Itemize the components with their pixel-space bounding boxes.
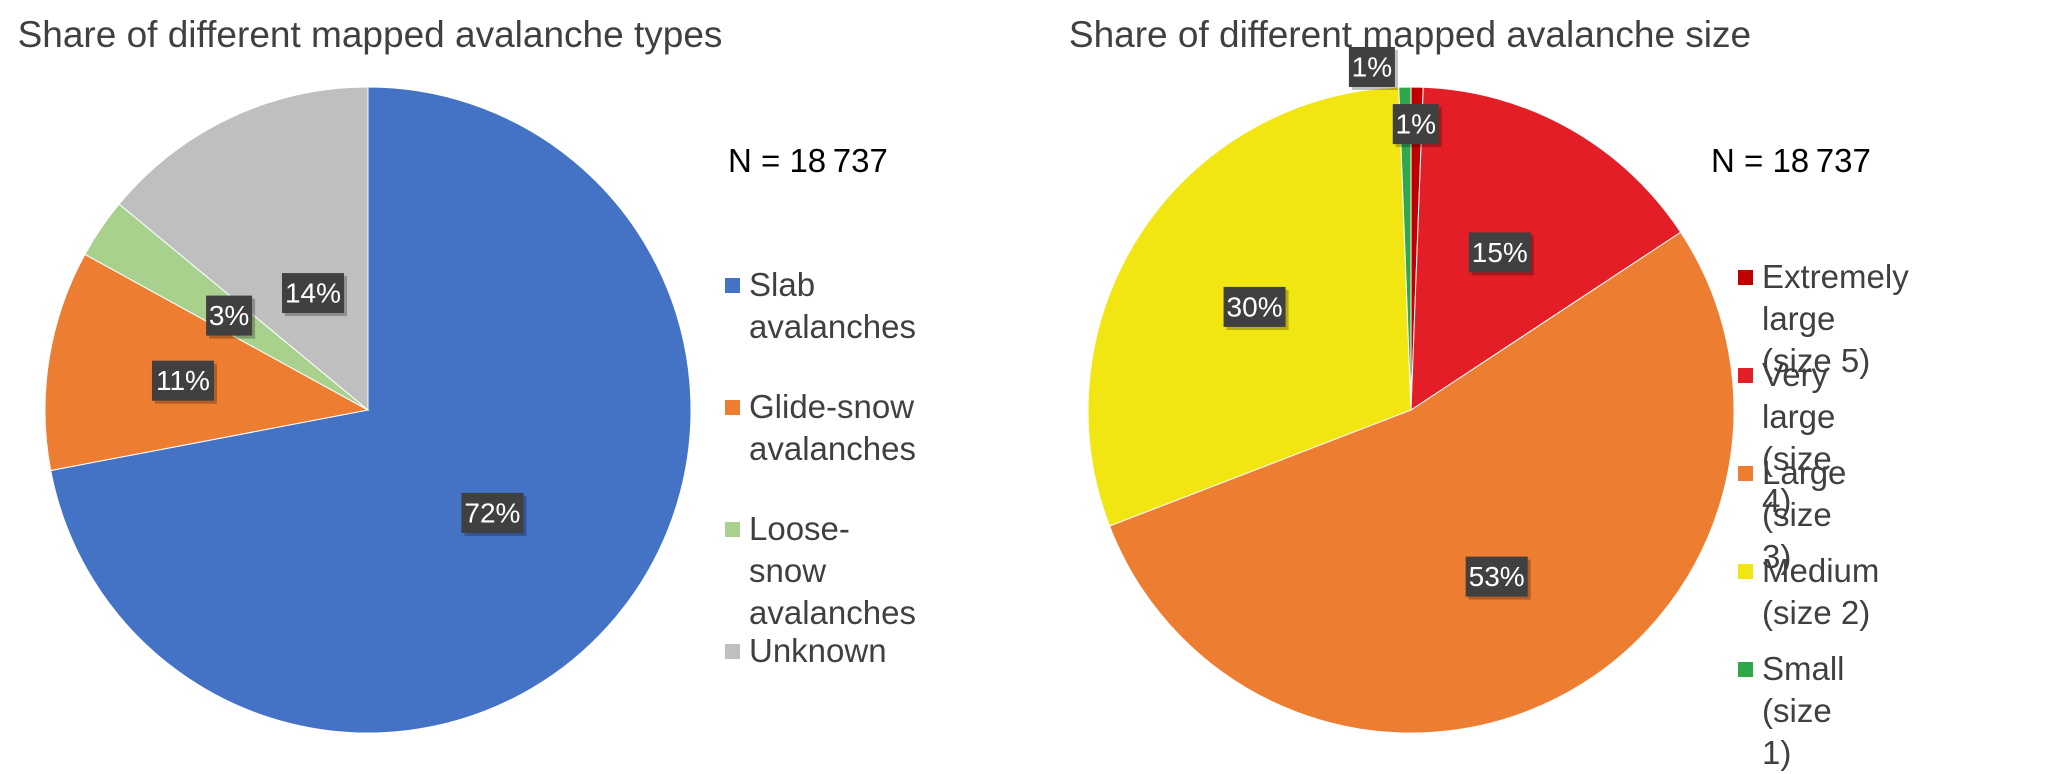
data-label-text: 1% — [1352, 51, 1392, 82]
data-label: 72% — [461, 492, 527, 536]
chart-title: Share of different mapped avalanche type… — [17, 14, 723, 55]
sample-size-label: N = 18 737 — [728, 142, 888, 179]
data-label-box — [1348, 46, 1395, 87]
data-label-box — [1223, 286, 1286, 327]
pie-slice — [1410, 86, 1682, 411]
legend-swatch — [1738, 270, 1753, 285]
data-label: 14% — [281, 273, 347, 317]
data-label-box — [1392, 104, 1439, 145]
data-label-box — [151, 360, 214, 401]
legend-label: Extremely large (size 5) — [1762, 258, 1909, 379]
data-label-text: 1% — [1396, 109, 1436, 140]
legend-label: Loose-snow avalanches — [749, 510, 916, 631]
data-label: 53% — [1465, 556, 1531, 600]
data-label-box — [206, 295, 253, 336]
legend-label: Slab avalanches — [749, 266, 916, 345]
legend-swatch — [725, 522, 740, 537]
legend-swatch — [725, 644, 740, 659]
legend-swatch — [725, 278, 740, 293]
legend-item-loose-snow: Loose-snow avalanches — [725, 508, 916, 634]
legend-swatch — [1738, 564, 1753, 579]
legend-item-slab: Slab avalanches — [725, 264, 916, 348]
sample-size-label: N = 18 737 — [1711, 142, 1871, 179]
legend-label: Very large (size 4) — [1762, 356, 1836, 519]
legend-label: Small (size 1) — [1762, 650, 1845, 771]
legend-swatch — [725, 400, 740, 415]
legend-swatch — [1738, 466, 1753, 481]
data-label: 1% — [1348, 46, 1398, 90]
legend-swatch — [1738, 662, 1753, 677]
data-label-box — [1468, 232, 1531, 273]
chart-title: Share of different mapped avalanche size — [1068, 14, 1752, 55]
data-label: 1% — [1392, 104, 1442, 148]
avalanche-size-chart: Share of different mapped avalanche size… — [1035, 0, 2067, 771]
legend-item-unknown: Unknown — [725, 630, 887, 672]
pie-slice — [1108, 231, 1735, 734]
data-label-text: 53% — [1469, 561, 1525, 592]
legend-item-small: Small (size 1) — [1738, 648, 1845, 774]
data-label: 15% — [1468, 232, 1534, 276]
data-label-box — [281, 273, 344, 314]
data-label-text: 14% — [285, 278, 341, 309]
data-label-text: 72% — [464, 497, 520, 528]
pie-slice — [50, 86, 692, 734]
data-label-text: 15% — [1472, 237, 1528, 268]
legend-item-extremely-large: Extremely large (size 5) — [1738, 256, 1909, 382]
legend-label: Large (size 3) — [1762, 454, 1847, 575]
data-label: 30% — [1223, 286, 1289, 330]
pie-slice — [1398, 86, 1412, 411]
legend-label: Medium (size 2) — [1762, 552, 1880, 631]
pie-slice — [118, 86, 369, 412]
legend-item-large: Large (size 3) — [1738, 452, 1846, 578]
avalanche-size-pie: 1% 15% 53% 30% 1% — [1087, 46, 1735, 734]
data-label: 11% — [151, 360, 217, 404]
avalanche-types-chart: Share of different mapped avalanche type… — [0, 0, 1030, 769]
legend-label: Unknown — [749, 632, 887, 669]
data-label-text: 30% — [1227, 291, 1283, 322]
avalanche-types-pie: 72% 11% 3% 14% — [44, 86, 692, 734]
data-label: 3% — [206, 295, 256, 339]
legend-item-very-large: Very large (size 4) — [1738, 354, 1835, 522]
legend-swatch — [1738, 368, 1753, 383]
data-label-box — [461, 492, 524, 533]
legend-item-glide-snow: Glide-snow avalanches — [725, 386, 916, 470]
data-label-text: 3% — [209, 300, 249, 331]
data-label-box — [1465, 556, 1528, 597]
legend-item-medium: Medium (size 2) — [1738, 550, 1879, 634]
legend-label: Glide-snow avalanches — [749, 388, 916, 467]
data-label-text: 11% — [156, 365, 210, 396]
